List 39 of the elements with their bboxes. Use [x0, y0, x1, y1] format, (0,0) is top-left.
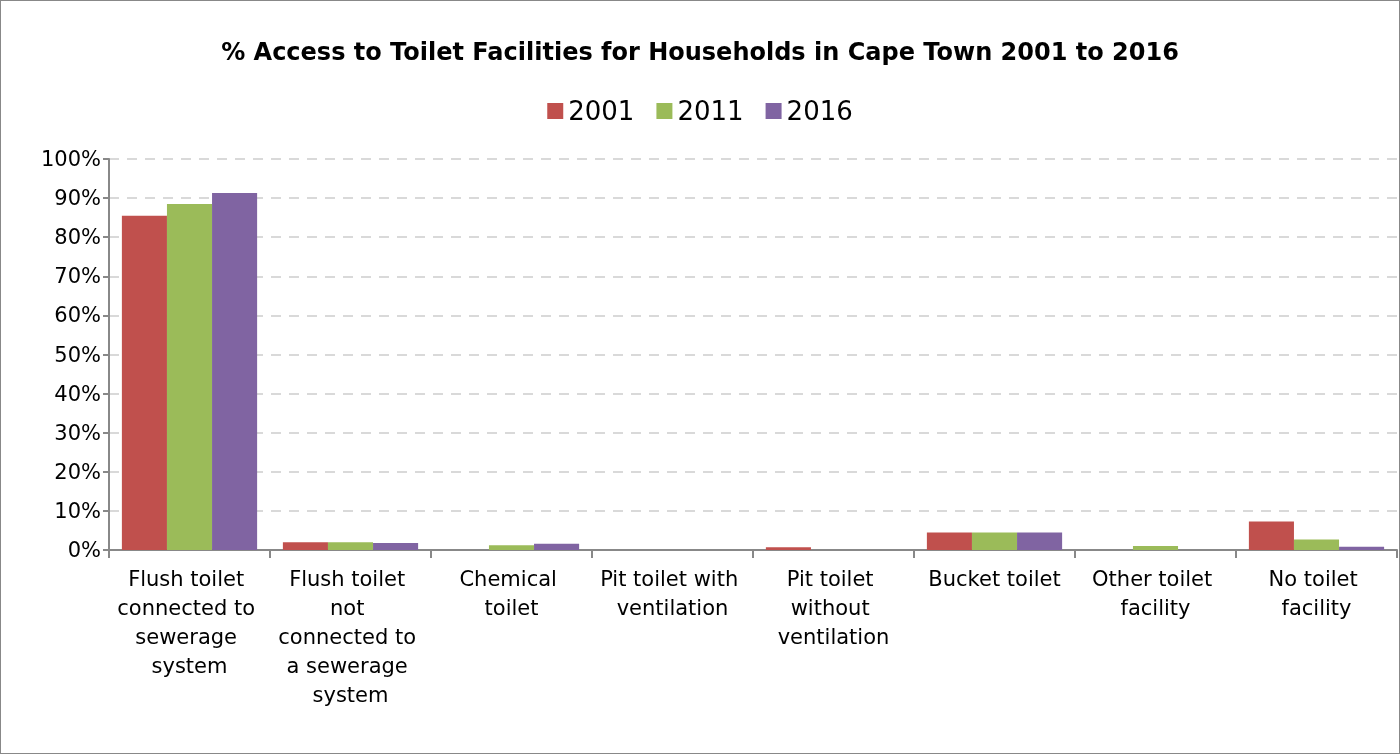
x-tick-label: Pit toilet without ventilation: [777, 566, 890, 649]
y-tick-label: 80%: [54, 225, 101, 250]
x-tick-label: Bucket toilet: [928, 566, 1061, 591]
y-tick-label: 20%: [54, 459, 101, 484]
bar: [373, 542, 419, 550]
y-tick-label: 60%: [54, 303, 101, 328]
x-tick-label: No toilet facility: [1268, 566, 1365, 620]
bar: [971, 532, 1018, 550]
y-tick-label: 100%: [40, 147, 101, 171]
y-tick-label: 50%: [54, 342, 101, 367]
x-tick-label: Pit toilet with ventilation: [600, 566, 745, 620]
bar: [1132, 546, 1179, 550]
x-tick-label: Flush toilet not connected to a sewerage system: [278, 566, 423, 707]
bar: [212, 193, 258, 550]
y-tick-label: 90%: [54, 186, 101, 211]
bar: [327, 542, 374, 550]
y-tick-label: 70%: [54, 264, 101, 289]
y-tick-label: 30%: [54, 420, 101, 445]
bar: [1017, 532, 1063, 550]
x-tick-label: Flush toilet connected to sewerage system: [117, 566, 262, 678]
chart-title: % Access to Toilet Facilities for Households in Cape Town 2001 to 2016: [221, 38, 1179, 66]
bar: [765, 547, 811, 550]
bar: [282, 542, 328, 550]
y-tick-label: 0%: [67, 538, 101, 562]
y-tick-label: 10%: [54, 498, 101, 523]
y-tick-label: 40%: [54, 381, 101, 406]
bar: [1248, 521, 1294, 550]
x-tick-label: Chemical toilet: [459, 566, 564, 620]
bar: [166, 203, 213, 550]
legend-label: 2011: [677, 96, 744, 126]
bar: [534, 543, 580, 550]
bar: [926, 532, 972, 550]
legend-label: 2016: [786, 96, 853, 126]
bar: [488, 545, 535, 550]
x-tick-label: Other toilet facility: [1092, 566, 1219, 620]
bar: [121, 215, 167, 550]
legend-label: 2001: [568, 96, 635, 126]
bar: [1293, 539, 1340, 550]
bar: [1339, 546, 1385, 550]
